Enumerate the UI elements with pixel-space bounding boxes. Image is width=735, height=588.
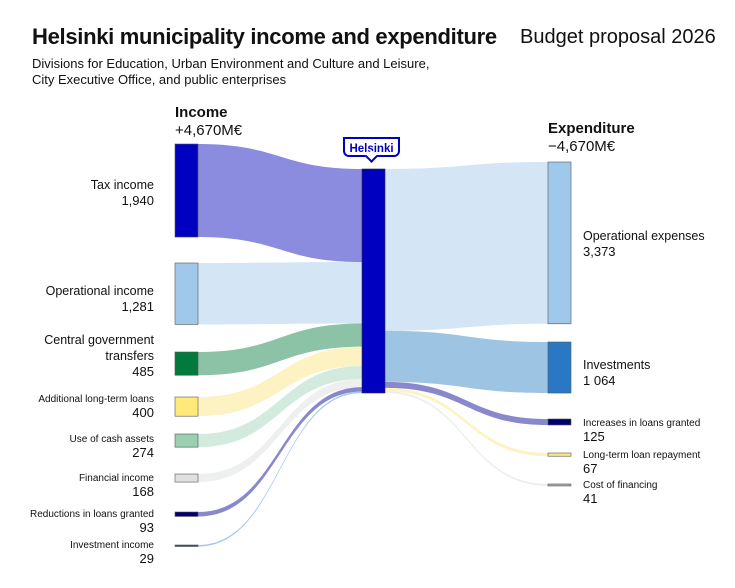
label-value: 125 bbox=[583, 429, 605, 444]
node-tax-income bbox=[174, 143, 199, 238]
label-financial-income: Financial income 168 bbox=[79, 472, 154, 498]
expenditure-heading: Expenditure bbox=[548, 120, 635, 137]
flow-investment-income bbox=[198, 391, 362, 547]
label-central-government-transfers: Central government transfers 485 bbox=[34, 332, 154, 380]
label-value: 400 bbox=[132, 405, 154, 420]
node-additional-long-term-loans bbox=[174, 396, 199, 417]
label-value: 29 bbox=[139, 551, 154, 566]
flow-cost-of-financing bbox=[385, 391, 548, 486]
label-investment-income: Investment income 29 bbox=[70, 539, 154, 565]
label-name: Operational expenses bbox=[583, 229, 705, 243]
label-use-of-cash-assets: Use of cash assets 274 bbox=[70, 433, 154, 459]
node-long-term-loan-repayment bbox=[547, 452, 572, 457]
node-helsinki bbox=[361, 168, 386, 394]
label-name: Operational income bbox=[45, 284, 154, 298]
expenditure-total: −4,670M€ bbox=[548, 138, 616, 155]
label-name: Reductions in loans granted bbox=[30, 509, 154, 520]
budget-label: Budget proposal 2026 bbox=[520, 26, 716, 48]
label-name: Investment income bbox=[70, 540, 154, 551]
flow-additional-long-term-loans bbox=[198, 346, 362, 417]
income-total: +4,670M€ bbox=[175, 122, 243, 139]
label-name: Tax income bbox=[90, 178, 154, 192]
flow-tax-income bbox=[198, 144, 362, 263]
label-value: 3,373 bbox=[583, 244, 616, 259]
label-value: 1,281 bbox=[121, 299, 154, 314]
label-name: Central government transfers bbox=[44, 333, 154, 363]
label-name: Use of cash assets bbox=[69, 434, 154, 445]
chart-title: Helsinki municipality income and expendi… bbox=[32, 24, 497, 49]
node-use-of-cash-assets bbox=[174, 433, 199, 448]
flow-increases-in-loans-granted bbox=[385, 381, 548, 425]
node-central-government-transfers bbox=[174, 351, 199, 376]
label-long-term-loan-repayment: Long-term loan repayment 67 bbox=[583, 449, 700, 475]
flow-long-term-loan-repayment bbox=[385, 387, 548, 457]
node-investments bbox=[547, 341, 572, 394]
node-cost-of-financing bbox=[547, 483, 572, 487]
label-name: Investments bbox=[583, 358, 651, 372]
label-investments: Investments 1 064 bbox=[583, 357, 650, 389]
node-operational-income bbox=[174, 262, 199, 325]
label-value: 1 064 bbox=[583, 373, 616, 388]
chart-subtitle: Divisions for Education, Urban Environme… bbox=[32, 56, 430, 87]
label-name: Additional long-term loans bbox=[38, 394, 154, 405]
label-value: 93 bbox=[139, 520, 154, 535]
income-heading: Income bbox=[175, 104, 228, 121]
node-reductions-in-loans-granted bbox=[174, 511, 199, 517]
label-operational-income: Operational income 1,281 bbox=[46, 283, 154, 315]
flow-operational-expenses bbox=[385, 162, 548, 331]
label-value: 274 bbox=[132, 445, 154, 460]
income-header: Income +4,670M€ bbox=[175, 104, 242, 140]
label-name: Financial income bbox=[78, 473, 154, 484]
expenditure-header: Expenditure −4,670M€ bbox=[548, 120, 635, 156]
label-value: 67 bbox=[583, 461, 598, 476]
flow-use-of-cash-assets bbox=[198, 365, 362, 448]
flow-operational-income bbox=[198, 262, 362, 325]
node-investment-income bbox=[174, 544, 199, 547]
helsinki-badge: Helsinki bbox=[343, 137, 400, 157]
label-additional-long-term-loans: Additional long-term loans 400 bbox=[38, 393, 154, 419]
label-name: Increases in loans granted bbox=[583, 418, 701, 429]
label-tax-income: Tax income 1,940 bbox=[91, 177, 154, 209]
label-value: 41 bbox=[583, 491, 598, 506]
label-name: Long-term loan repayment bbox=[583, 450, 701, 461]
flow-investments bbox=[385, 330, 548, 394]
label-reductions-in-loans-granted: Reductions in loans granted 93 bbox=[30, 508, 154, 534]
node-financial-income bbox=[174, 473, 199, 483]
flow-financial-income bbox=[198, 379, 362, 483]
label-increases-in-loans-granted: Increases in loans granted 125 bbox=[583, 417, 700, 443]
label-value: 485 bbox=[132, 364, 154, 379]
label-operational-expenses: Operational expenses 3,373 bbox=[583, 228, 705, 260]
node-increases-in-loans-granted bbox=[547, 418, 572, 426]
label-cost-of-financing: Cost of financing 41 bbox=[583, 479, 658, 505]
flow-central-government-transfers bbox=[198, 323, 362, 376]
label-name: Cost of financing bbox=[583, 480, 658, 491]
node-operational-expenses bbox=[547, 161, 572, 325]
label-value: 1,940 bbox=[121, 193, 154, 208]
flow-reductions-in-loans-granted bbox=[198, 387, 362, 517]
label-value: 168 bbox=[132, 484, 154, 499]
